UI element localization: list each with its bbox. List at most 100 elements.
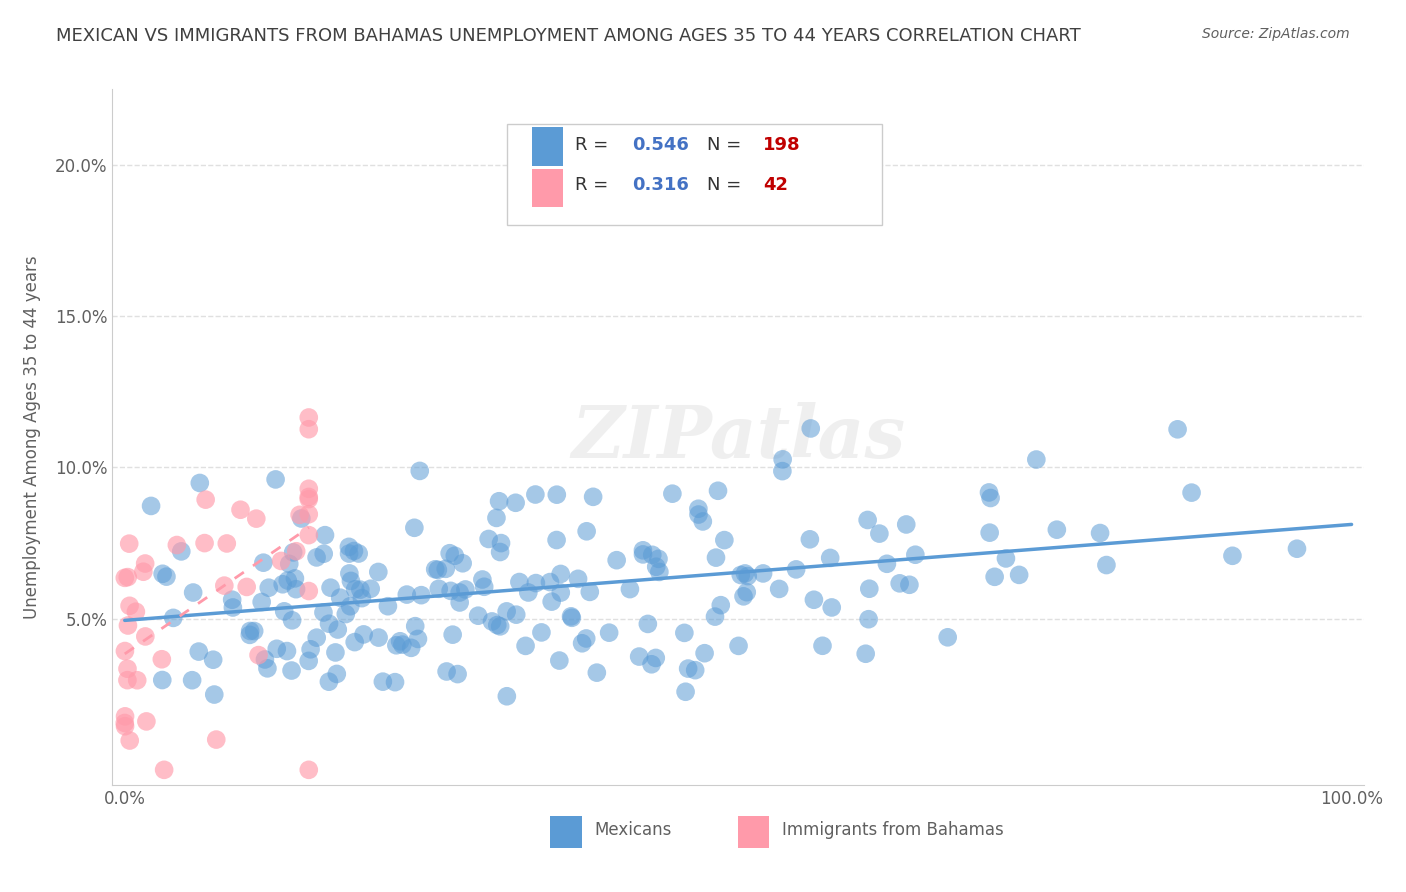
Point [288, 508, 311, 522]
Point [994, 551, 1017, 566]
Point [117, 570, 139, 584]
Point [344, 582, 367, 597]
Point [114, 571, 136, 585]
Point [1285, 541, 1308, 556]
Point [800, 421, 823, 435]
Text: R =: R = [575, 177, 609, 194]
Point [284, 571, 307, 585]
Point [277, 574, 299, 588]
Point [486, 618, 509, 632]
Point [166, 538, 188, 552]
Point [134, 630, 156, 644]
Point [384, 675, 406, 690]
Text: 0.316: 0.316 [631, 177, 689, 194]
Point [202, 688, 225, 702]
Point [312, 547, 335, 561]
Point [489, 619, 512, 633]
Point [343, 544, 366, 558]
Point [150, 652, 173, 666]
Point [1180, 485, 1202, 500]
Point [582, 490, 605, 504]
Point [676, 662, 699, 676]
Point [395, 588, 418, 602]
Point [692, 515, 714, 529]
Point [434, 562, 457, 576]
Point [181, 585, 204, 599]
Point [505, 496, 527, 510]
Point [411, 588, 433, 602]
Point [276, 644, 298, 658]
Point [734, 566, 756, 581]
Point [546, 488, 568, 502]
Point [785, 562, 807, 576]
Point [152, 566, 174, 581]
Point [772, 452, 794, 467]
Point [194, 536, 217, 550]
Point [710, 598, 733, 612]
Point [202, 653, 225, 667]
FancyBboxPatch shape [531, 128, 562, 166]
Point [298, 482, 321, 496]
Point [256, 661, 278, 675]
Point [250, 595, 273, 609]
Point [117, 662, 139, 676]
Point [305, 631, 328, 645]
Point [353, 627, 375, 641]
Point [858, 582, 880, 596]
Point [1088, 526, 1111, 541]
Point [977, 485, 1000, 500]
Point [675, 685, 697, 699]
Y-axis label: Unemployment Among Ages 35 to 44 years: Unemployment Among Ages 35 to 44 years [24, 255, 41, 619]
Point [530, 625, 553, 640]
Point [585, 665, 607, 680]
Text: 42: 42 [763, 177, 789, 194]
Point [239, 628, 262, 642]
Point [517, 585, 540, 599]
Point [472, 580, 495, 594]
Point [367, 565, 389, 579]
Point [481, 615, 503, 629]
FancyBboxPatch shape [550, 816, 582, 847]
Point [150, 673, 173, 687]
Point [540, 594, 562, 608]
Point [641, 548, 664, 562]
Point [598, 625, 620, 640]
Point [818, 550, 841, 565]
Point [770, 464, 793, 478]
Point [319, 581, 342, 595]
Point [347, 547, 370, 561]
Point [443, 549, 465, 563]
Point [821, 600, 844, 615]
Point [222, 600, 245, 615]
Point [239, 624, 262, 638]
Text: MEXICAN VS IMMIGRANTS FROM BAHAMAS UNEMPLOYMENT AMONG AGES 35 TO 44 YEARS CORREL: MEXICAN VS IMMIGRANTS FROM BAHAMAS UNEMP… [56, 27, 1081, 45]
Point [904, 548, 927, 562]
Point [451, 556, 474, 570]
Point [162, 611, 184, 625]
Point [768, 582, 790, 596]
Point [229, 502, 252, 516]
Point [524, 487, 547, 501]
Point [889, 576, 911, 591]
Point [298, 654, 321, 668]
Point [567, 572, 589, 586]
Point [489, 545, 512, 559]
Point [1222, 549, 1244, 563]
Point [329, 591, 352, 605]
Point [683, 663, 706, 677]
Point [243, 624, 266, 638]
Point [979, 525, 1001, 540]
Point [194, 492, 217, 507]
Point [637, 616, 659, 631]
Point [495, 604, 517, 618]
Point [439, 546, 461, 560]
Point [278, 557, 301, 571]
Point [298, 508, 321, 522]
Point [488, 494, 510, 508]
Point [298, 490, 321, 504]
Point [135, 714, 157, 729]
Point [404, 619, 426, 633]
Point [1095, 558, 1118, 572]
Point [495, 690, 517, 704]
Point [125, 605, 148, 619]
